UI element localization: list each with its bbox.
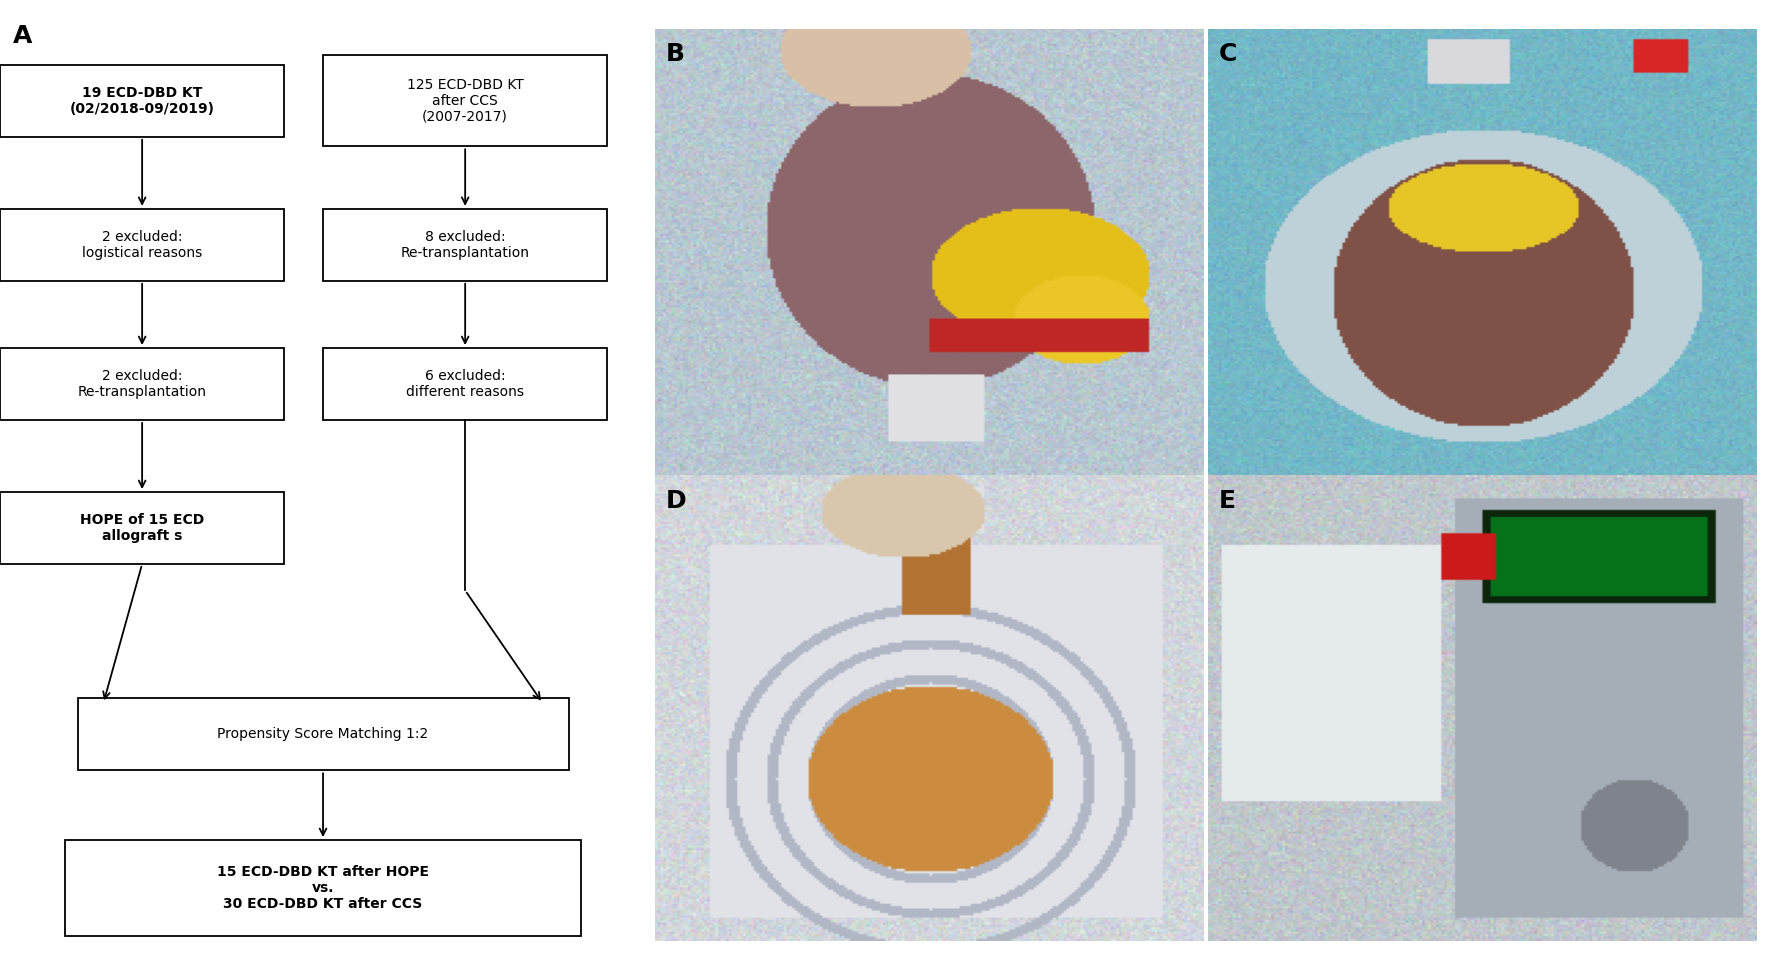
Text: 19 ECD-DBD KT
(02/2018-09/2019): 19 ECD-DBD KT (02/2018-09/2019) (69, 85, 214, 116)
FancyBboxPatch shape (64, 840, 581, 936)
Text: C: C (1220, 42, 1237, 66)
Text: 15 ECD-DBD KT after HOPE
vs.
30 ECD-DBD KT after CCS: 15 ECD-DBD KT after HOPE vs. 30 ECD-DBD … (218, 865, 428, 911)
FancyBboxPatch shape (322, 209, 607, 280)
Text: 2 excluded:
logistical reasons: 2 excluded: logistical reasons (81, 229, 202, 260)
FancyBboxPatch shape (78, 699, 568, 770)
Text: 125 ECD-DBD KT
after CCS
(2007-2017): 125 ECD-DBD KT after CCS (2007-2017) (407, 78, 524, 124)
Text: HOPE of 15 ECD
allograft s: HOPE of 15 ECD allograft s (80, 513, 204, 543)
Text: 2 excluded:
Re-transplantation: 2 excluded: Re-transplantation (78, 369, 207, 399)
FancyBboxPatch shape (0, 209, 285, 280)
Text: B: B (666, 42, 685, 66)
FancyBboxPatch shape (0, 348, 285, 420)
Text: 6 excluded:
different reasons: 6 excluded: different reasons (405, 369, 524, 399)
FancyBboxPatch shape (322, 56, 607, 146)
FancyBboxPatch shape (0, 492, 285, 564)
FancyBboxPatch shape (0, 65, 285, 136)
Text: D: D (666, 490, 687, 514)
FancyBboxPatch shape (322, 348, 607, 420)
Text: A: A (12, 24, 32, 48)
Text: E: E (1220, 490, 1235, 514)
Text: 8 excluded:
Re-transplantation: 8 excluded: Re-transplantation (400, 229, 529, 260)
Text: Propensity Score Matching 1:2: Propensity Score Matching 1:2 (218, 728, 428, 741)
